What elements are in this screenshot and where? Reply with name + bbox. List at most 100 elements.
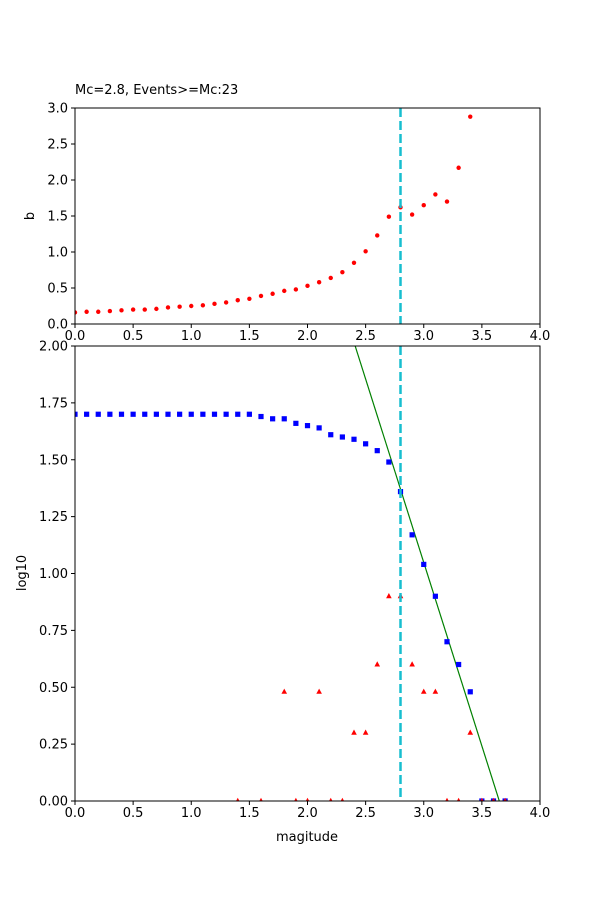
noncumulative-count-point	[316, 688, 322, 694]
b-value-point	[409, 212, 415, 217]
y-tick-label: 1.50	[39, 453, 68, 468]
x-tick-label: 3.5	[472, 806, 493, 821]
b-value-point	[293, 287, 299, 292]
noncumulative-count-point	[491, 797, 496, 801]
noncumulative-count-point	[503, 797, 507, 801]
b-value-point	[142, 307, 147, 312]
b-value-point	[189, 303, 194, 309]
y-tick-label: 3.0	[47, 102, 68, 117]
cumulative-count-point	[130, 411, 136, 417]
x-tick-label: 2.5	[355, 329, 376, 344]
noncumulative-count-point	[259, 797, 263, 801]
x-tick-label: 2.5	[355, 806, 376, 821]
cumulative-count-point	[351, 436, 357, 442]
b-value-point	[96, 309, 101, 314]
x-tick-label: 4.0	[530, 806, 551, 821]
b-value-point	[316, 280, 322, 285]
cumulative-count-point	[118, 411, 125, 417]
y-tick-label: 2.0	[47, 174, 68, 189]
cumulative-count-point	[467, 689, 473, 695]
b-value-point	[177, 304, 182, 309]
y-tick-label: 0.75	[39, 624, 68, 639]
y-tick-label: 2.5	[47, 138, 68, 153]
noncumulative-count-point	[329, 797, 333, 801]
cumulative-count-point	[328, 432, 334, 438]
y-tick-label: 0.0	[47, 318, 68, 333]
y-tick-label: 1.00	[39, 567, 68, 582]
b-value-panel: Mc=2.8, Events>=Mc:23 b 0.0 0.5 1.0 1.5 2.0 2…	[23, 83, 550, 344]
b-value-point	[282, 288, 287, 294]
b-value-point	[75, 310, 78, 315]
b-value-point	[270, 291, 275, 296]
b-value-point	[421, 203, 426, 208]
b-value-point	[351, 260, 357, 265]
y-tick-label: 0.00	[39, 795, 68, 810]
noncumulative-count-point	[236, 797, 240, 801]
chart-title: Mc=2.8, Events>=Mc:23	[75, 83, 238, 98]
cumulative-count-point	[374, 448, 380, 454]
y-tick-label: 1.75	[39, 396, 68, 411]
cumulative-count-point	[281, 416, 287, 422]
noncumulative-count-point	[432, 688, 439, 694]
b-value-point	[386, 214, 392, 219]
cumulative-count-point	[293, 420, 299, 426]
b-value-point	[433, 192, 438, 197]
b-value-point	[107, 308, 113, 314]
noncumulative-count-point	[456, 797, 461, 801]
cumulative-count-point	[409, 532, 415, 538]
plot-frame-top	[74, 107, 541, 325]
b-value-point	[200, 303, 206, 308]
noncumulative-count-point	[409, 661, 415, 667]
cumulative-count-point	[211, 411, 218, 417]
x-tick-label: 1.5	[239, 329, 260, 344]
y-tick-label: 1.25	[39, 510, 68, 525]
y-tick-label: 0.25	[39, 738, 68, 753]
b-value-point	[456, 165, 461, 170]
cumulative-count-point	[363, 441, 369, 447]
b-value-point	[154, 306, 159, 312]
cumulative-count-point	[223, 411, 229, 417]
cumulative-count-point	[165, 411, 171, 417]
b-value-point	[84, 309, 89, 314]
b-value-point	[130, 307, 136, 312]
b-value-point	[247, 296, 252, 301]
b-value-point	[212, 301, 217, 307]
noncumulative-count-point	[467, 729, 474, 735]
noncumulative-count-point	[420, 688, 427, 694]
cumulative-count-point	[107, 411, 113, 417]
y-tick-label: 1.5	[47, 210, 68, 225]
x-tick-label: 0.0	[65, 806, 86, 821]
cumulative-count-point	[386, 459, 392, 465]
b-value-point	[119, 308, 124, 313]
y-tick-label: 0.50	[39, 681, 68, 696]
x-tick-label: 0.5	[123, 329, 144, 344]
b-value-point	[258, 293, 264, 299]
noncumulative-count-point	[480, 797, 484, 801]
b-value-point	[223, 300, 229, 305]
x-tick-label: 1.0	[181, 806, 202, 821]
cumulative-count-point	[235, 411, 241, 417]
cumulative-count-point	[142, 411, 148, 417]
cumulative-count-point	[246, 411, 252, 417]
x-tick-label: 3.0	[413, 806, 434, 821]
x-tick-label: 0.5	[123, 806, 144, 821]
x-tick-label: 2.0	[297, 806, 318, 821]
cumulative-count-point	[75, 411, 78, 417]
noncumulative-count-point	[362, 729, 369, 735]
cumulative-count-point	[456, 661, 462, 668]
x-tick-label: 3.5	[472, 329, 493, 344]
x-tick-label: 0.0	[65, 329, 86, 344]
cumulative-count-point	[304, 423, 311, 429]
x-axis-label-magnitude: magitude	[276, 830, 338, 845]
noncumulative-count-point	[305, 797, 310, 801]
cumulative-count-point	[421, 561, 427, 567]
x-tick-label: 1.0	[181, 329, 202, 344]
x-tick-label: 3.0	[413, 329, 434, 344]
cumulative-count-point	[270, 416, 276, 422]
cumulative-count-point	[316, 425, 322, 431]
b-value-point	[235, 298, 240, 303]
x-tick-label: 2.0	[297, 329, 318, 344]
x-tick-label: 1.5	[239, 806, 260, 821]
cumulative-count-point	[432, 593, 438, 599]
noncumulative-count-point	[294, 797, 298, 801]
